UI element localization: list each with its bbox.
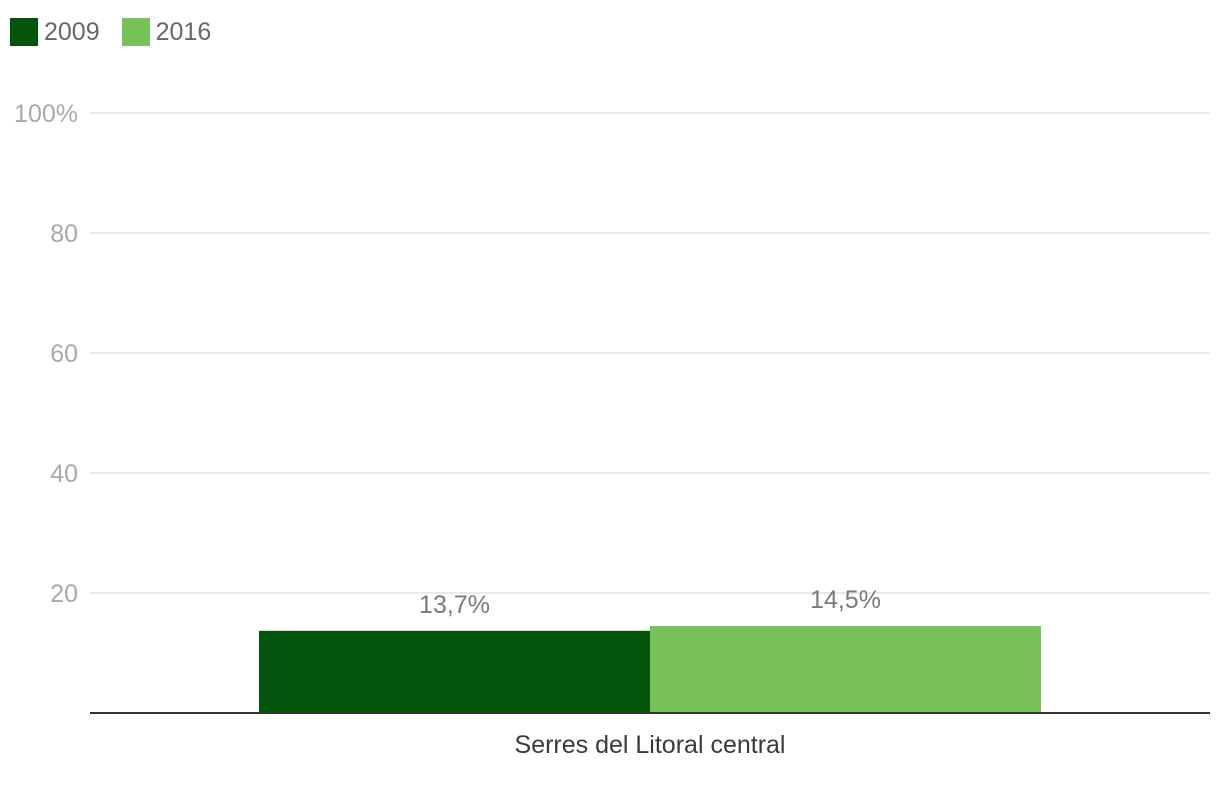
- data-label-2016: 14,5%: [810, 586, 881, 614]
- y-tick-label-100: 100%: [14, 100, 78, 128]
- x-category-label: Serres del Litoral central: [515, 731, 786, 759]
- x-axis-categories: Serres del Litoral central: [515, 731, 786, 759]
- legend-item-2016[interactable]: 2016: [121, 18, 212, 46]
- legend-swatch-2016: [121, 18, 150, 46]
- gridlines: [90, 112, 1210, 594]
- legend-label-2016: 2016: [155, 18, 212, 46]
- chart-legend: 2009 2016: [10, 18, 211, 46]
- y-axis-ticks: 20 40 60 80 100%: [14, 100, 78, 608]
- bar-2016[interactable]: [650, 626, 1041, 713]
- bar-2009[interactable]: [259, 630, 650, 713]
- y-tick-label-80: 80: [50, 220, 78, 248]
- legend-swatch-2009: [10, 18, 38, 46]
- bars: [259, 626, 1041, 713]
- legend-item-2009[interactable]: 2009: [10, 18, 100, 46]
- y-tick-label-60: 60: [50, 340, 78, 368]
- data-label-2009: 13,7%: [419, 591, 490, 619]
- data-labels: 13,7% 14,5%: [419, 586, 881, 619]
- legend-label-2009: 2009: [44, 18, 100, 46]
- y-tick-label-40: 40: [50, 460, 78, 488]
- y-tick-label-20: 20: [50, 580, 78, 608]
